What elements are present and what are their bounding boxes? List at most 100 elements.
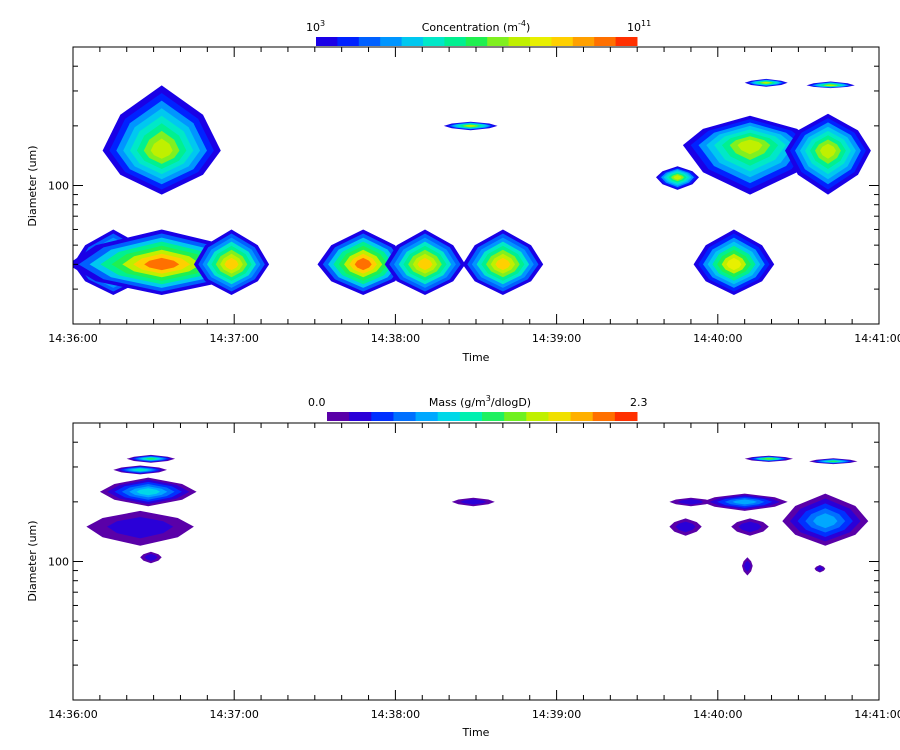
mass-panel: 0.0 Mass (g/m3/dlogD) 2.3 14:36:00 14:37:… <box>26 394 900 739</box>
plot-frame <box>72 422 880 701</box>
contour-level <box>417 257 433 271</box>
contour-blob <box>806 81 855 89</box>
contour-blob <box>443 121 498 131</box>
contour-blob <box>782 493 869 546</box>
x-tick-label: 14:40:00 <box>693 708 742 721</box>
colorbar-swatch <box>316 37 338 46</box>
x-tick-label: 14:41:00 <box>854 332 900 345</box>
concentration-colorbar <box>316 37 638 46</box>
x-axis-label: Time <box>462 726 490 739</box>
contour-level <box>107 517 174 539</box>
colorbar-swatch <box>508 37 531 46</box>
colorbar-swatch <box>482 412 505 421</box>
colorbar-title: Mass (g/m3/dlogD) <box>429 394 531 409</box>
contour-level <box>732 499 757 505</box>
x-tick-label: 14:41:00 <box>854 708 900 721</box>
contour-blob <box>99 477 197 507</box>
colorbar-swatch <box>594 37 617 46</box>
colorbar-swatch <box>615 37 638 46</box>
y-axis-label: Diameter (um) <box>26 145 39 226</box>
colorbar-swatch <box>423 37 445 46</box>
contour-blob <box>701 493 788 511</box>
mass-axes: 14:36:00 14:37:00 14:38:00 14:39:00 14:40:00… <box>48 422 900 721</box>
contour-level <box>150 138 173 159</box>
contour-level <box>762 82 771 84</box>
x-tick-label: 14:40:00 <box>693 332 742 345</box>
contour-blob <box>126 454 176 463</box>
contour-level <box>737 139 763 155</box>
contour-blob <box>451 497 495 507</box>
colorbar-swatch <box>371 412 394 421</box>
x-tick-label: 14:37:00 <box>209 708 258 721</box>
colorbar-swatch <box>504 412 527 421</box>
contour-level <box>354 257 372 271</box>
contour-level <box>136 488 160 496</box>
y-axis-label: Diameter (um) <box>26 520 39 601</box>
contour-level <box>820 143 836 159</box>
colorbar-swatch <box>465 37 488 46</box>
mass-colorbar <box>327 412 638 421</box>
contour-blob <box>462 229 544 295</box>
contour-blob <box>193 229 270 295</box>
contour-level <box>744 560 751 572</box>
colorbar-swatch <box>572 37 595 46</box>
contour-blob <box>669 497 713 507</box>
colorbar-swatch <box>487 37 510 46</box>
colorbar-swatch <box>358 37 381 46</box>
colorbar-min-label: 103 <box>306 19 325 34</box>
colorbar-title: Concentration (m-4) <box>422 19 531 34</box>
contour-level <box>146 458 156 460</box>
colorbar-swatch <box>530 37 552 46</box>
contour-blob <box>102 85 221 195</box>
contour-blob <box>742 557 753 576</box>
colorbar-max-label: 1011 <box>627 19 651 34</box>
colorbar-swatch <box>570 412 594 421</box>
x-tick-label: 14:36:00 <box>48 332 97 345</box>
x-tick-label: 14:39:00 <box>532 332 581 345</box>
concentration-axes: 14:36:00 14:37:00 14:38:00 14:39:00 14:40:00… <box>48 46 900 345</box>
contour-level <box>675 521 696 533</box>
concentration-plot-area <box>73 78 871 295</box>
colorbar-swatch <box>526 412 549 421</box>
colorbar-swatch <box>349 412 372 421</box>
contour-level <box>816 566 824 571</box>
contour-blob <box>809 458 858 465</box>
colorbar-swatch <box>548 412 572 421</box>
contour-blob <box>656 166 699 190</box>
mass-plot-area <box>86 454 869 576</box>
contour-blob <box>744 78 788 87</box>
colorbar-max-label: 2.3 <box>630 396 648 409</box>
contour-level <box>460 499 487 505</box>
contour-blob <box>744 455 793 462</box>
colorbar-swatch <box>401 37 424 46</box>
x-tick-label: 14:38:00 <box>371 332 420 345</box>
contour-blob <box>384 229 466 295</box>
colorbar-swatch <box>444 37 467 46</box>
colorbar-swatch <box>614 412 638 421</box>
y-tick-label: 100 <box>48 180 69 193</box>
contour-level <box>677 499 705 505</box>
contour-level <box>134 469 146 471</box>
contour-blob <box>140 551 162 564</box>
colorbar-swatch <box>380 37 403 46</box>
contour-level <box>673 175 682 180</box>
contour-level <box>144 257 180 271</box>
contour-blob <box>113 465 167 475</box>
colorbar-swatch <box>551 37 574 46</box>
contour-level <box>495 257 511 271</box>
contour-level <box>826 84 836 86</box>
contour-blob <box>669 518 702 536</box>
colorbar-swatch <box>393 412 417 421</box>
contour-blob <box>317 229 409 295</box>
colorbar-swatch <box>415 412 439 421</box>
contour-level <box>224 257 239 271</box>
x-tick-label: 14:37:00 <box>209 332 258 345</box>
contour-level <box>738 521 762 533</box>
contour-blob <box>86 510 194 546</box>
contour-level <box>465 125 476 127</box>
contour-level <box>813 513 838 529</box>
concentration-panel: 103 Concentration (m-4) 1011 14:36:00 14:… <box>26 19 900 364</box>
colorbar-swatch <box>337 37 360 46</box>
x-tick-label: 14:36:00 <box>48 708 97 721</box>
